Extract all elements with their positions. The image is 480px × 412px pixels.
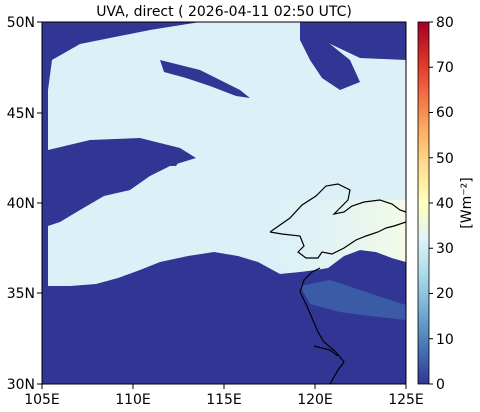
colorbar-tick-label: 60 (436, 105, 454, 121)
cloud-east-patch (300, 280, 406, 320)
y-tick-label: 50N (7, 15, 35, 31)
x-axis: 105E 110E 115E 120E 125E (24, 384, 424, 408)
colorbar-tick-label: 20 (436, 286, 454, 302)
x-tick-label: 115E (206, 392, 242, 408)
x-tick-label: 110E (115, 392, 151, 408)
cloud-cluster-northeast (300, 22, 360, 90)
colorbar-tick-label: 50 (436, 151, 454, 167)
colorbar-tick-label: 80 (436, 15, 454, 31)
y-axis: 30N 35N 40N 45N 50N (7, 15, 42, 393)
x-tick-label: 125E (388, 392, 424, 408)
y-tick-label: 35N (7, 286, 35, 302)
colorbar-label: [Wm⁻²] (459, 177, 475, 228)
y-tick-label: 30N (7, 377, 35, 393)
y-tick-label: 45N (7, 106, 35, 122)
cloud-band-north (160, 60, 250, 98)
colorbar-tick-label: 70 (436, 60, 454, 76)
colorbar-tick-label: 0 (436, 377, 445, 393)
colorbar: 0 10 20 30 40 50 60 70 80 [Wm⁻²] (417, 15, 475, 393)
colorbar-gradient (417, 21, 430, 385)
bright-clear-region (260, 200, 406, 272)
coastline (269, 183, 406, 384)
uva-field (42, 22, 406, 384)
x-tick-label: 105E (24, 392, 60, 408)
colorbar-tick-label: 40 (436, 196, 454, 212)
colorbar-tick-label: 10 (436, 332, 454, 348)
colorbar-tick-label: 30 (436, 241, 454, 257)
map-title: UVA, direct ( 2026-04-11 02:50 UTC) (96, 4, 352, 20)
cloud-streak-2 (120, 154, 180, 168)
cloud-lower-west (48, 276, 160, 316)
y-tick-label: 40N (7, 196, 35, 212)
x-tick-label: 120E (297, 392, 333, 408)
